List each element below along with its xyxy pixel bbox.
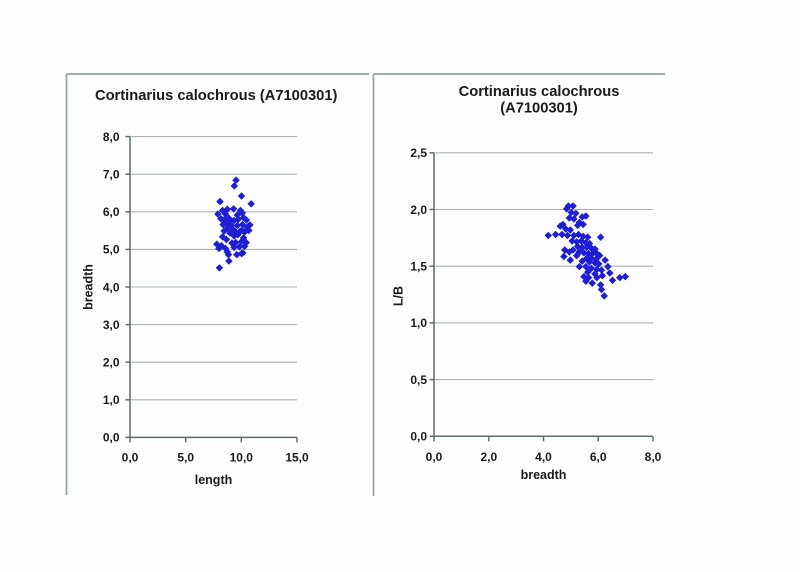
svg-text:2,5: 2,5	[410, 146, 427, 160]
svg-text:5,0: 5,0	[177, 450, 194, 464]
svg-text:10,0: 10,0	[230, 450, 254, 464]
svg-text:2,0: 2,0	[103, 356, 120, 370]
svg-text:0,0: 0,0	[103, 431, 120, 445]
svg-text:1,5: 1,5	[410, 260, 427, 274]
svg-text:2,0: 2,0	[410, 203, 427, 217]
svg-text:6,0: 6,0	[103, 205, 120, 219]
svg-text:0,0: 0,0	[122, 450, 139, 464]
svg-text:breadth: breadth	[521, 468, 567, 482]
svg-text:breadth: breadth	[81, 264, 95, 310]
svg-text:1,0: 1,0	[103, 393, 120, 407]
svg-text:4,0: 4,0	[103, 280, 120, 294]
svg-text:8,0: 8,0	[103, 130, 120, 144]
svg-text:2,0: 2,0	[480, 450, 497, 464]
svg-text:6,0: 6,0	[590, 450, 607, 464]
svg-text:Cortinarius calochrous: Cortinarius calochrous	[459, 84, 620, 100]
svg-text:7,0: 7,0	[103, 168, 120, 182]
svg-text:Cortinarius calochrous (A71003: Cortinarius calochrous (A7100301)	[95, 88, 338, 104]
svg-text:8,0: 8,0	[645, 450, 662, 464]
svg-text:4,0: 4,0	[535, 450, 552, 464]
svg-text:length: length	[195, 473, 233, 487]
svg-text:L/B: L/B	[392, 286, 406, 306]
svg-text:1,0: 1,0	[410, 316, 427, 330]
svg-text:0,0: 0,0	[410, 430, 427, 444]
svg-text:3,0: 3,0	[103, 318, 120, 332]
svg-text:(A7100301): (A7100301)	[500, 100, 578, 116]
svg-text:0,5: 0,5	[410, 373, 427, 387]
svg-text:15,0: 15,0	[285, 450, 309, 464]
svg-text:5,0: 5,0	[103, 243, 120, 257]
svg-text:0,0: 0,0	[426, 450, 443, 464]
